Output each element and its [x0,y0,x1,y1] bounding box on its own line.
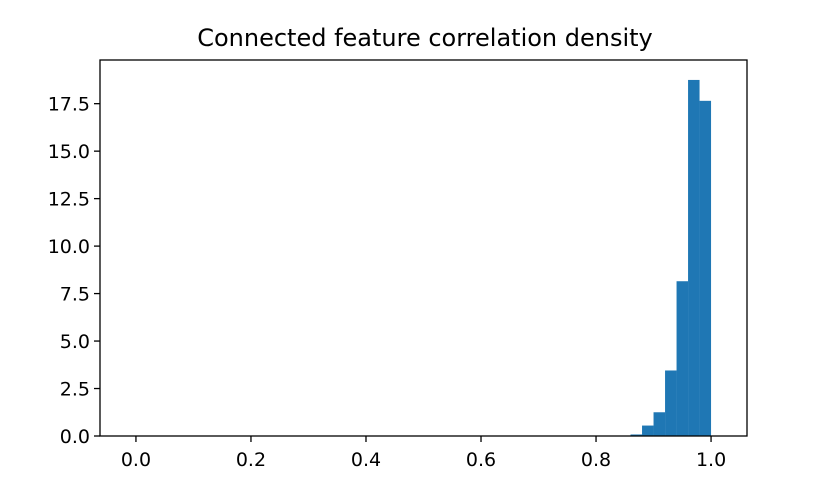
y-tick-label: 17.5 [48,94,90,116]
chart-title: Connected feature correlation density [197,24,653,52]
bars-group [619,79,712,436]
histogram-bar [665,370,677,436]
histogram-bar [676,281,689,436]
x-tick-label: 0.0 [121,449,151,471]
histogram-bar [642,425,654,436]
y-tick-label: 0.0 [60,426,90,448]
x-axis: 0.0 0.2 0.4 0.6 0.8 1.0 [121,436,726,471]
x-tick-label: 0.6 [466,449,496,471]
y-tick-label: 10.0 [48,236,90,258]
y-tick-label: 12.5 [48,189,90,211]
x-tick-label: 1.0 [696,449,726,471]
y-tick-label: 2.5 [60,379,90,401]
histogram-bar [653,412,666,436]
x-tick-label: 0.8 [581,449,611,471]
x-tick-label: 0.2 [236,449,266,471]
histogram-bar [688,79,700,436]
histogram-bar [630,434,643,436]
plot-frame [99,59,748,437]
y-tick-label: 15.0 [48,141,90,163]
histogram-bar [699,100,712,436]
y-tick-label: 5.0 [60,331,90,353]
y-tick-label: 7.5 [60,284,90,306]
y-axis: 0.0 2.5 5.0 7.5 10.0 12.5 15.0 17.5 [48,94,100,448]
x-tick-label: 0.4 [351,449,381,471]
